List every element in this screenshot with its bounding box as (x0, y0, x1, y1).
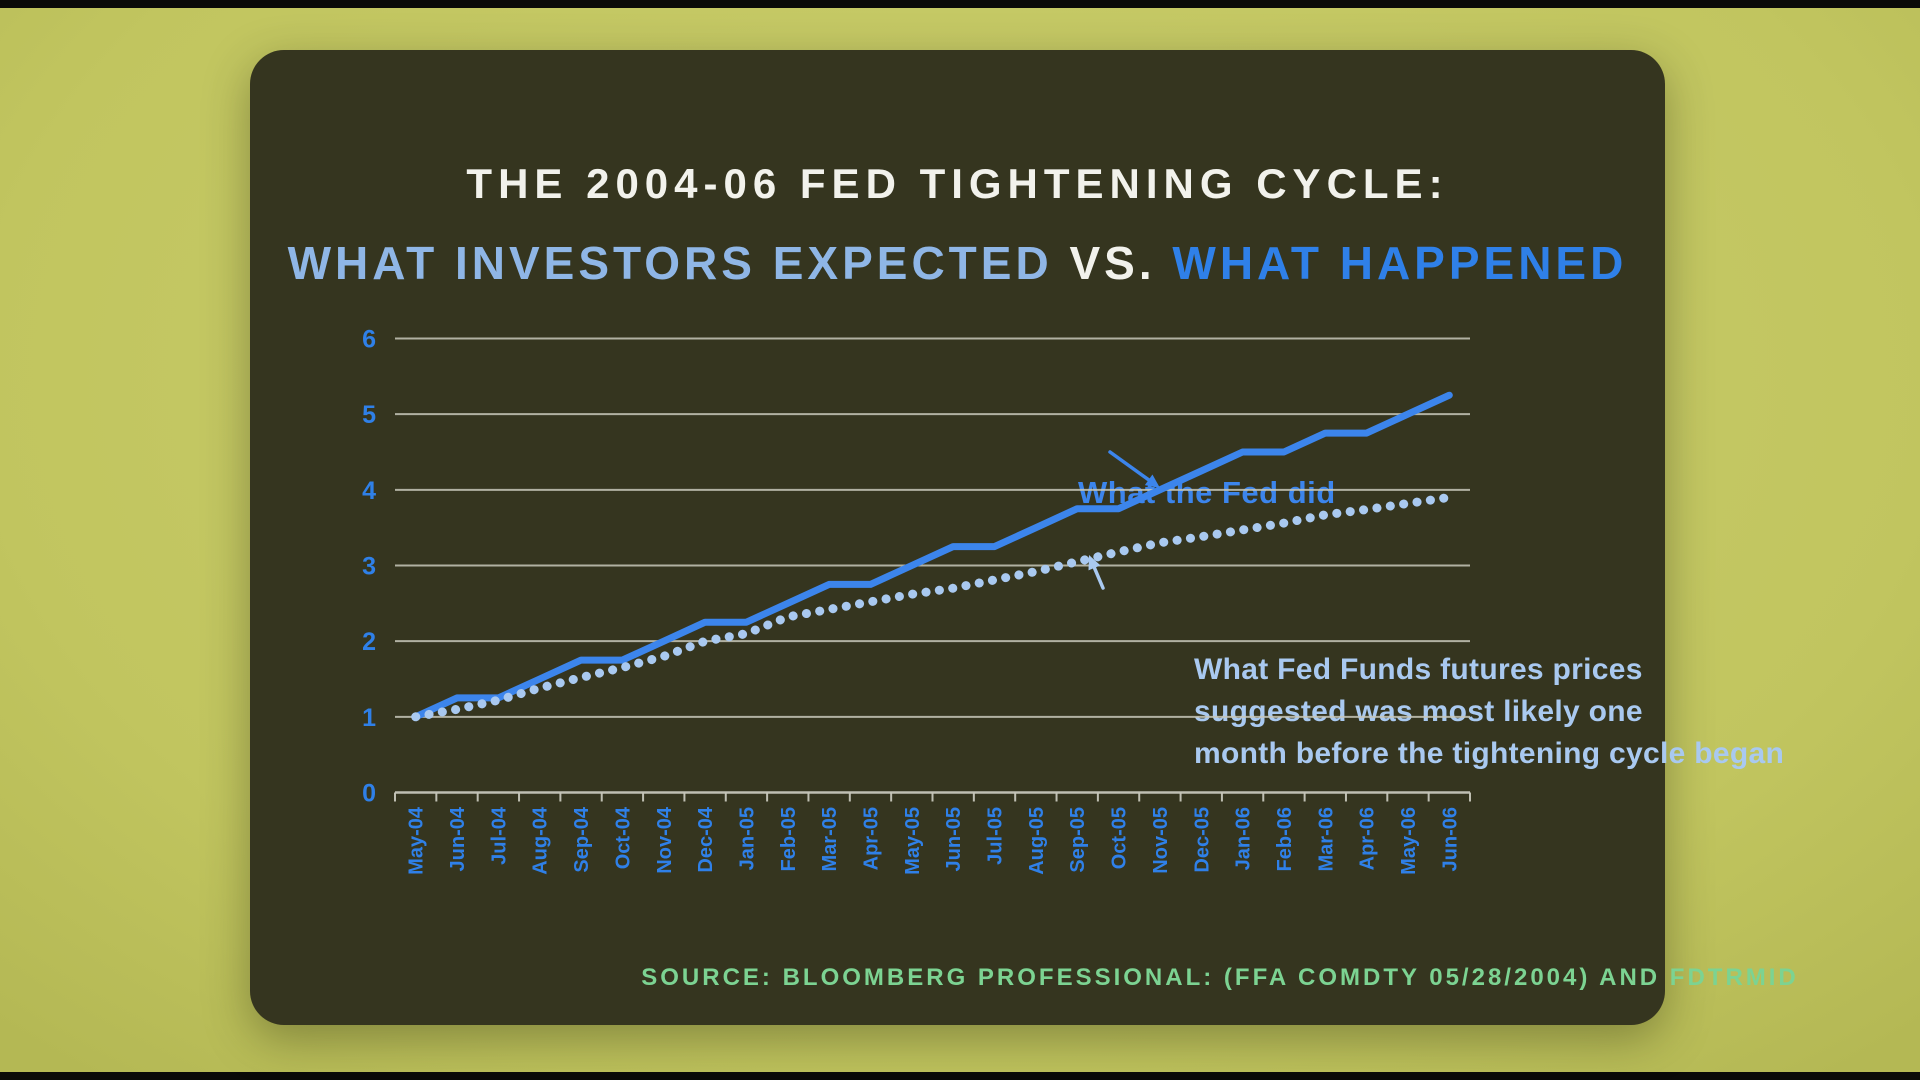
x-tick-label-Jan-06: Jan-06 (1233, 807, 1255, 870)
x-tick-label-Jan-05: Jan-05 (736, 807, 758, 870)
y-tick-label-4: 4 (362, 477, 376, 505)
y-tick-label-3: 3 (362, 552, 376, 580)
x-tick-label-Apr-06: Apr-06 (1357, 807, 1379, 870)
y-tick-label-1: 1 (362, 704, 376, 732)
annotation-futures-line3: month before the tightening cycle began (1194, 737, 1785, 770)
y-tick-label-6: 6 (362, 325, 376, 353)
x-tick-label-Jul-05: Jul-05 (985, 807, 1007, 865)
x-tick-label-Feb-06: Feb-06 (1274, 807, 1296, 871)
x-tick-label-Apr-05: Apr-05 (860, 807, 882, 870)
x-tick-label-Sep-04: Sep-04 (571, 806, 593, 872)
x-tick-label-Aug-05: Aug-05 (1026, 807, 1048, 875)
x-tick-label-Dec-04: Dec-04 (695, 806, 717, 872)
x-tick-label-Jun-05: Jun-05 (943, 807, 965, 871)
annotation-futures-line1: What Fed Funds futures prices (1194, 653, 1643, 686)
chart-title-line1: THE 2004-06 FED TIGHTENING CYCLE: (466, 160, 1449, 207)
infographic-card: THE 2004-06 FED TIGHTENING CYCLE: WHAT I… (250, 50, 1796, 1025)
source-citation: SOURCE: BLOOMBERG PROFESSIONAL: (FFA COM… (641, 964, 1799, 991)
x-tick-label-Feb-05: Feb-05 (778, 807, 800, 871)
fed-actual-line (412, 391, 1453, 721)
y-tick-label-5: 5 (362, 401, 376, 429)
x-tick-label-Aug-04: Aug-04 (530, 806, 552, 875)
x-tick-label-Jun-06: Jun-06 (1439, 807, 1461, 871)
annotation-futures: What Fed Funds futures prices suggested … (1194, 649, 1784, 775)
x-tick-label-Jun-04: Jun-04 (447, 806, 469, 871)
futures-expectation-line (411, 492, 1454, 722)
arrow-to-futures-line (1092, 566, 1105, 590)
letterbox-bottom (0, 1072, 1920, 1080)
x-tick-label-Jul-04: Jul-04 (488, 806, 510, 865)
title-what-happened: WHAT HAPPENED (1172, 237, 1628, 289)
arrow-to-fed-line-head (1144, 474, 1160, 488)
arrow-to-futures-line-head (1088, 555, 1101, 571)
x-tick-label-Nov-05: Nov-05 (1150, 807, 1172, 874)
letterbox-top (0, 0, 1920, 8)
x-tick-label-May-05: May-05 (902, 807, 924, 875)
annotation-futures-line2: suggested was most likely one (1194, 695, 1643, 728)
x-tick-label-Oct-05: Oct-05 (1109, 807, 1131, 869)
x-tick-label-Oct-04: Oct-04 (612, 806, 634, 869)
arrow-to-fed-line (1108, 450, 1151, 482)
y-tick-label-0: 0 (362, 780, 376, 808)
title-what-investors-expected: WHAT INVESTORS EXPECTED (287, 237, 1053, 289)
title-vs: VS. (1052, 237, 1173, 289)
chart-title-line2: WHAT INVESTORS EXPECTED VS. WHAT HAPPENE… (160, 236, 1755, 290)
x-tick-label-Sep-05: Sep-05 (1067, 807, 1089, 873)
x-tick-label-Nov-04: Nov-04 (654, 806, 676, 874)
x-tick-label-May-06: May-06 (1398, 807, 1420, 875)
x-tick-label-May-04: May-04 (406, 806, 428, 875)
x-tick-label-Mar-05: Mar-05 (819, 807, 841, 871)
x-tick-label-Mar-06: Mar-06 (1315, 807, 1337, 871)
y-tick-label-2: 2 (362, 628, 376, 656)
x-tick-label-Dec-05: Dec-05 (1191, 807, 1213, 873)
